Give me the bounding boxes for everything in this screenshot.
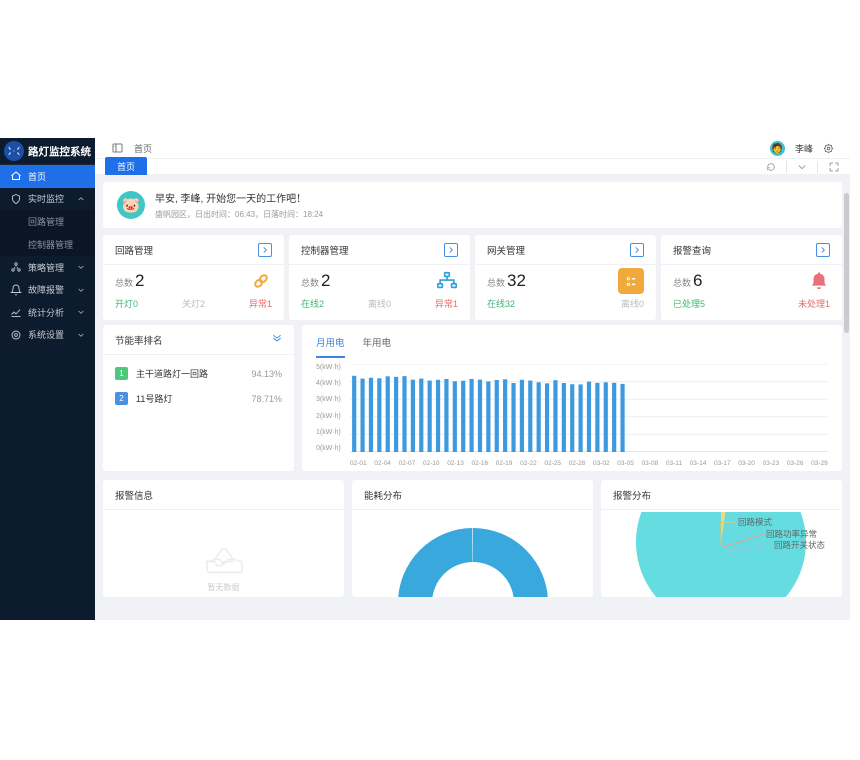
svg-text:回路功率异常: 回路功率异常 (766, 529, 817, 539)
svg-text:回路开关状态: 回路开关状态 (774, 540, 826, 550)
svg-text:回路模式: 回路模式 (738, 517, 773, 527)
